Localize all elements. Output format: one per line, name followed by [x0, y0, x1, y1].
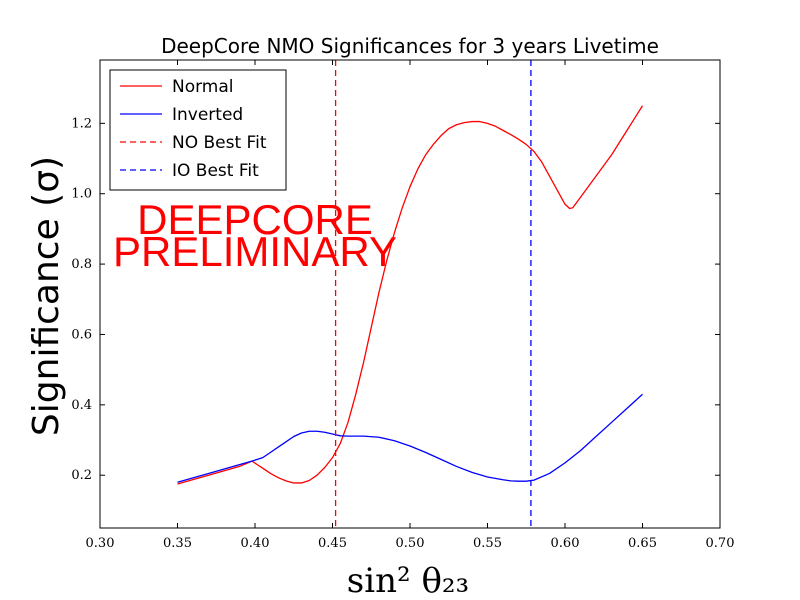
- x-tick-label: 0.60: [551, 536, 580, 551]
- x-tick-label: 0.50: [396, 536, 425, 551]
- watermark-line-2: PRELIMINARY: [113, 228, 397, 275]
- legend: Normal Inverted NO Best Fit IO Best Fit: [109, 69, 287, 191]
- y-tick-label: 0.6: [71, 327, 92, 342]
- x-tick-label: 0.40: [241, 536, 270, 551]
- x-tick-label: 0.65: [628, 536, 657, 551]
- y-axis-label: Significance (σ): [26, 156, 67, 436]
- legend-label-no-best-fit: NO Best Fit: [172, 133, 267, 153]
- x-tick-label: 0.70: [706, 536, 735, 551]
- x-axis-label: sin² θ₂₃: [347, 561, 469, 600]
- chart-title: DeepCore NMO Significances for 3 years L…: [161, 34, 659, 58]
- y-tick-label: 1.0: [71, 187, 92, 202]
- axis-ticks: 0.30 0.35 0.40 0.45 0.50 0.55 0.60 0.65 0.70 0.2 0…: [71, 60, 734, 551]
- y-tick-label: 1.2: [71, 116, 92, 131]
- y-tick-label: 0.4: [71, 398, 92, 413]
- x-tick-label: 0.35: [163, 536, 192, 551]
- y-tick-label: 0.8: [71, 257, 92, 272]
- series-line-inverted: [177, 393, 643, 483]
- legend-label-normal: Normal: [172, 77, 234, 97]
- legend-label-inverted: Inverted: [172, 105, 243, 125]
- legend-label-io-best-fit: IO Best Fit: [172, 161, 259, 181]
- x-tick-label: 0.55: [473, 536, 502, 551]
- x-tick-label: 0.30: [86, 536, 115, 551]
- legend-box: [109, 69, 287, 191]
- plot-area: [177, 60, 644, 528]
- y-tick-label: 0.2: [71, 468, 92, 483]
- series-line-normal: [177, 105, 644, 485]
- preliminary-watermark: DEEPCORE PRELIMINARY: [113, 196, 397, 275]
- watermark-line-1: DEEPCORE: [137, 196, 373, 243]
- x-tick-label: 0.45: [318, 536, 347, 551]
